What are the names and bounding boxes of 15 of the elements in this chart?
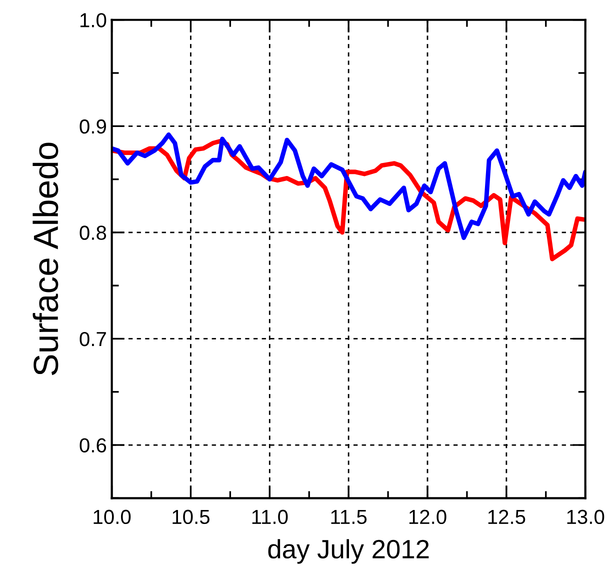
line-series <box>112 132 586 240</box>
x-tick-label: 12.5 <box>488 510 526 524</box>
y-tick-label: 0.8 <box>80 226 106 240</box>
x-tick-label: 11.0 <box>252 510 288 524</box>
y-tick-label: 0.9 <box>80 119 106 134</box>
x-tick-label: 10.5 <box>172 510 210 524</box>
y-tick-label: 0.6 <box>80 438 106 453</box>
y-tick-label: 1.0 <box>80 13 106 28</box>
x-tick-label: 12.0 <box>409 510 446 524</box>
x-tick-label: 11.5 <box>331 510 367 524</box>
x-tick-label: 10.0 <box>94 510 131 524</box>
y-axis-title: Surface Albedo <box>32 142 58 376</box>
y-tick-label: 0.7 <box>80 332 106 346</box>
x-tick-label: 13.0 <box>567 510 604 524</box>
x-axis-title: day July 2012 <box>268 539 429 564</box>
